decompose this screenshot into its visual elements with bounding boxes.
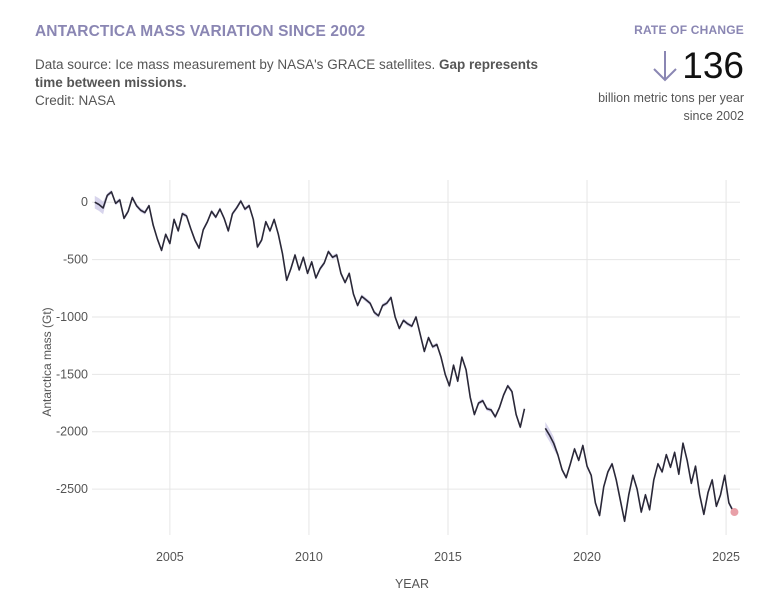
chart-title: ANTARCTICA MASS VARIATION SINCE 2002	[35, 23, 366, 40]
uncertainty-band	[94, 189, 734, 524]
y-tick-label: -2500	[56, 482, 88, 496]
x-tick-label: 2020	[573, 550, 601, 564]
rate-of-change-value: 136	[650, 44, 744, 88]
source-text: Data source: Ice mass measurement by NAS…	[35, 57, 436, 72]
rate-number: 136	[682, 45, 744, 86]
x-axis-label: YEAR	[395, 577, 429, 591]
y-tick-label: -2000	[56, 425, 88, 439]
y-tick-label: -1000	[56, 310, 88, 324]
y-tick-label: -500	[63, 253, 88, 267]
y-tick-label: -1500	[56, 367, 88, 381]
x-tick-label: 2025	[712, 550, 740, 564]
grace-line	[94, 191, 526, 428]
tick-labels: 0 -500 -1000 -1500 -2000 -2500 2005 2010 2015 202…	[56, 195, 740, 564]
grace-fo-line	[544, 427, 734, 523]
grid-lines	[92, 180, 740, 535]
arrow-down-icon	[653, 51, 677, 82]
rate-of-change-label: RATE OF CHANGE	[634, 23, 744, 37]
x-tick-label: 2005	[156, 550, 184, 564]
latest-point-marker	[730, 508, 739, 517]
rate-description: billion metric tons per year since 2002	[598, 91, 744, 123]
x-tick-label: 2015	[434, 550, 462, 564]
grace-band	[94, 189, 525, 430]
gap-note: Gap represents time between missions.	[35, 57, 539, 90]
data-source-note: Data source: Ice mass measurement by NAS…	[35, 56, 555, 110]
y-axis-label: Antarctica mass (Gt)	[40, 307, 54, 416]
credit: Credit: NASA	[35, 93, 116, 108]
data-lines	[94, 191, 739, 523]
y-tick-label: 0	[81, 195, 88, 209]
x-tick-label: 2010	[295, 550, 323, 564]
